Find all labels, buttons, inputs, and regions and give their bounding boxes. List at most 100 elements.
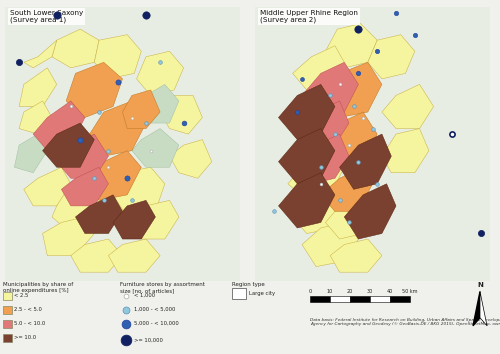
Point — [52, 12, 60, 18]
Polygon shape — [298, 134, 349, 184]
Point — [128, 198, 136, 203]
Bar — [3, 306, 12, 314]
Polygon shape — [42, 123, 94, 167]
Polygon shape — [382, 84, 434, 129]
Polygon shape — [321, 112, 377, 167]
Text: < 1,000: < 1,000 — [134, 293, 155, 298]
Polygon shape — [136, 51, 184, 96]
Text: 10: 10 — [327, 289, 333, 293]
Point — [350, 104, 358, 109]
Point — [411, 32, 419, 38]
Polygon shape — [302, 62, 358, 118]
Polygon shape — [480, 291, 487, 326]
Text: >= 10,000: >= 10,000 — [134, 337, 163, 342]
Point — [95, 109, 103, 115]
Text: >= 10.0: >= 10.0 — [14, 335, 36, 341]
Point — [336, 81, 344, 87]
Point — [100, 198, 108, 203]
Polygon shape — [382, 129, 429, 173]
Polygon shape — [326, 195, 377, 239]
Point — [142, 120, 150, 126]
Point — [317, 164, 325, 170]
Point — [270, 209, 278, 214]
Point — [336, 198, 344, 203]
Text: 0: 0 — [308, 289, 312, 293]
Text: Region type: Region type — [232, 282, 265, 287]
Polygon shape — [113, 167, 165, 217]
Text: 2.5 - < 5.0: 2.5 - < 5.0 — [14, 307, 42, 312]
Polygon shape — [321, 167, 372, 211]
Bar — [370, 296, 390, 302]
Text: 50 km: 50 km — [402, 289, 418, 293]
Text: Data basis: Federal Institute for Research on Building, Urban Affairs and Spatia: Data basis: Federal Institute for Resear… — [310, 318, 500, 326]
Point — [368, 126, 376, 131]
Text: 5.0 - < 10.0: 5.0 - < 10.0 — [14, 321, 45, 326]
Polygon shape — [288, 151, 344, 200]
Point — [326, 93, 334, 98]
Bar — [310, 296, 330, 302]
Polygon shape — [298, 101, 349, 151]
Point — [128, 115, 136, 120]
Polygon shape — [76, 195, 122, 234]
Polygon shape — [52, 29, 99, 68]
Point — [15, 59, 23, 65]
Polygon shape — [24, 40, 56, 68]
Polygon shape — [62, 167, 108, 206]
Text: 1,000 - < 5,000: 1,000 - < 5,000 — [134, 307, 175, 312]
Point — [123, 176, 131, 181]
Point — [373, 48, 381, 54]
Point — [345, 219, 353, 225]
Point — [331, 131, 339, 137]
Point — [373, 181, 381, 187]
Text: Municipalities by share of
online expenditures [%]: Municipalities by share of online expend… — [3, 282, 73, 293]
Point — [122, 293, 130, 298]
Polygon shape — [66, 62, 122, 118]
Point — [345, 142, 353, 148]
Polygon shape — [292, 46, 344, 90]
Bar — [3, 320, 12, 328]
Polygon shape — [292, 184, 349, 234]
Point — [146, 148, 154, 154]
Polygon shape — [132, 200, 179, 239]
Polygon shape — [71, 239, 122, 272]
Polygon shape — [113, 200, 156, 239]
Point — [298, 76, 306, 82]
Polygon shape — [24, 167, 71, 206]
Polygon shape — [330, 239, 382, 272]
Polygon shape — [160, 96, 202, 134]
Polygon shape — [278, 129, 335, 184]
Point — [114, 79, 122, 85]
Text: Large city: Large city — [249, 291, 275, 296]
Point — [76, 137, 84, 142]
Text: 20: 20 — [347, 289, 353, 293]
Polygon shape — [56, 134, 108, 178]
Polygon shape — [90, 173, 142, 228]
Polygon shape — [90, 101, 146, 156]
Point — [122, 337, 130, 343]
Bar — [3, 291, 12, 299]
Polygon shape — [14, 134, 48, 173]
Polygon shape — [132, 129, 179, 167]
Point — [122, 307, 130, 313]
Point — [448, 131, 456, 137]
Bar — [3, 334, 12, 342]
Polygon shape — [94, 35, 142, 79]
Point — [142, 12, 150, 18]
Polygon shape — [90, 151, 142, 200]
Point — [476, 231, 484, 236]
Polygon shape — [321, 62, 382, 118]
Polygon shape — [19, 101, 52, 134]
Text: 40: 40 — [387, 289, 393, 293]
Polygon shape — [52, 184, 108, 234]
Polygon shape — [340, 134, 392, 189]
Text: South Lower Saxony
(Survey area 1): South Lower Saxony (Survey area 1) — [10, 10, 83, 23]
Point — [104, 148, 112, 154]
Polygon shape — [368, 35, 415, 79]
Point — [294, 109, 302, 115]
Polygon shape — [326, 24, 377, 68]
Text: 5,000 - < 10,000: 5,000 - < 10,000 — [134, 321, 179, 326]
Polygon shape — [473, 291, 480, 326]
Point — [90, 176, 98, 181]
Point — [354, 159, 362, 165]
Polygon shape — [122, 90, 160, 129]
